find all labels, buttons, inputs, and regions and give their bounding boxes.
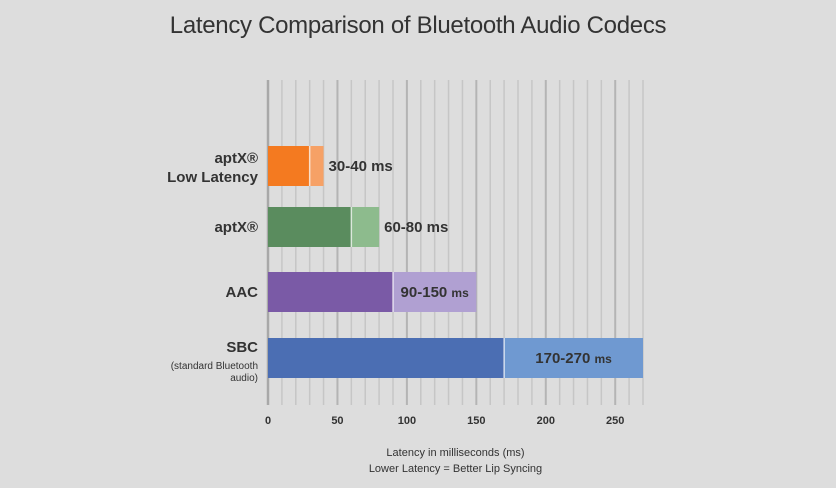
x-tick-label: 250 — [606, 415, 624, 427]
chart-title: Latency Comparison of Bluetooth Audio Co… — [169, 12, 667, 39]
category-sublabel: audio) — [230, 373, 258, 384]
x-axis-label: Latency in milliseconds (ms) — [386, 447, 525, 459]
category-label: SBC — [226, 339, 258, 356]
bar-range-segment — [393, 272, 477, 312]
data-label: 90-150 ms — [401, 284, 470, 301]
bar-range-segment — [309, 146, 324, 186]
data-label: 30-40 ms — [329, 158, 393, 175]
x-tick-label: 0 — [265, 415, 271, 427]
bar-range-segment — [504, 338, 643, 378]
category-label: aptX® — [214, 219, 258, 236]
x-tick-label: 150 — [467, 415, 485, 427]
x-tick-label: 50 — [331, 415, 343, 427]
data-label: 60-80 ms — [384, 219, 448, 236]
bar-min-segment — [268, 338, 505, 378]
bar-min-segment — [268, 272, 393, 312]
category-label: aptX® — [214, 150, 258, 167]
bar-min-segment — [268, 207, 352, 247]
bar-min-segment — [268, 146, 310, 186]
bar-range-segment — [351, 207, 380, 247]
x-tick-label: 100 — [398, 415, 416, 427]
x-tick-label: 200 — [537, 415, 555, 427]
category-sublabel: (standard Bluetooth — [171, 361, 258, 372]
x-axis-note: Lower Latency = Better Lip Syncing — [368, 463, 543, 475]
data-label: 170-270 ms — [535, 350, 612, 367]
category-label-line2: Low Latency — [167, 169, 259, 186]
category-label: AAC — [226, 284, 259, 301]
